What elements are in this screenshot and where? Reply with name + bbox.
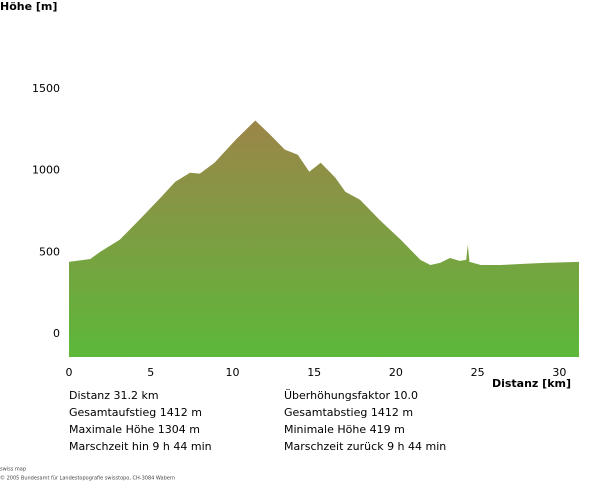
y-tick-label: 1500 (32, 82, 60, 95)
x-tick-label: 0 (66, 366, 73, 379)
footer-copyright: © 2005 Bundesamt für Landestopografie sw… (0, 475, 175, 482)
elevation-area (69, 120, 579, 357)
stat-text: Marschzeit hin 9 h 44 min (69, 440, 212, 453)
x-tick-label: 20 (389, 366, 403, 379)
x-tick-label: 15 (307, 366, 321, 379)
y-axis-label: Höhe [m] (0, 0, 57, 13)
stat-text: Distanz 31.2 km (69, 389, 159, 402)
y-tick-label: 0 (53, 327, 60, 340)
stat-text: Maximale Höhe 1304 m (69, 423, 200, 436)
y-tick-label: 500 (39, 245, 60, 258)
stat-text: Überhöhungsfaktor 10.0 (284, 389, 418, 402)
footer-brand: swiss map (0, 467, 26, 473)
y-tick-label: 1000 (32, 164, 60, 177)
x-tick-label: 5 (147, 366, 154, 379)
stat-text: Minimale Höhe 419 m (284, 423, 405, 436)
stat-text: Gesamtabstieg 1412 m (284, 406, 413, 419)
x-tick-label: 10 (225, 366, 239, 379)
x-axis-label: Distanz [km] (492, 377, 571, 390)
x-tick-label: 30 (552, 366, 566, 379)
stat-text: Marschzeit zurück 9 h 44 min (284, 440, 446, 453)
x-tick-label: 25 (471, 366, 485, 379)
stat-text: Gesamtaufstieg 1412 m (69, 406, 202, 419)
